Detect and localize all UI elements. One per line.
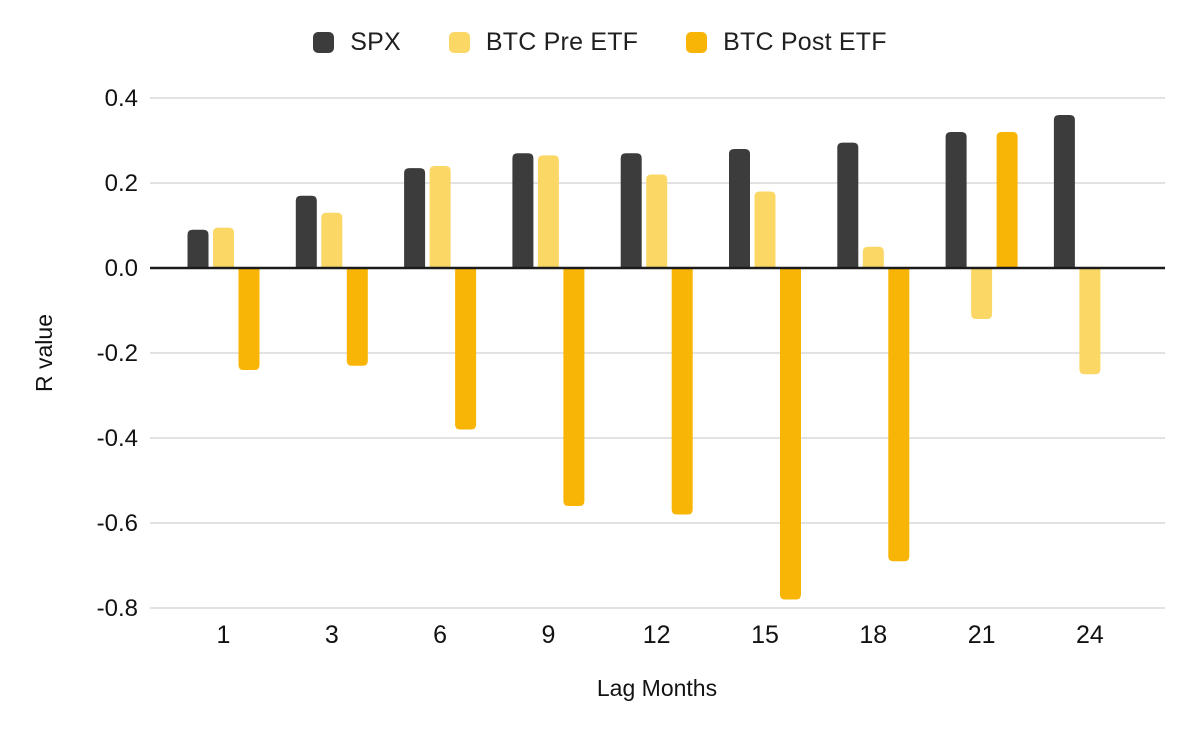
legend-item-btc-pre-etf: BTC Pre ETF bbox=[448, 28, 639, 57]
x-tick-label: 24 bbox=[1076, 621, 1104, 649]
axis-tick-labels: 0.4 0.2 0.0 -0.2 -0.4 -0.6 -0.8 1 3 6 9 12 15 18 21 24 bbox=[97, 85, 1104, 649]
bar bbox=[238, 268, 260, 370]
bar bbox=[837, 142, 859, 268]
y-tick-label: -0.4 bbox=[97, 425, 138, 452]
bars bbox=[187, 115, 1101, 600]
bar bbox=[429, 166, 451, 268]
bar bbox=[187, 229, 209, 268]
bar bbox=[1079, 268, 1101, 375]
bar bbox=[996, 132, 1018, 268]
y-tick-label: -0.6 bbox=[97, 510, 138, 537]
bar bbox=[862, 246, 884, 268]
x-tick-label: 12 bbox=[643, 621, 671, 649]
bar bbox=[455, 268, 477, 430]
bar bbox=[646, 174, 668, 268]
bar bbox=[671, 268, 693, 515]
bar bbox=[754, 191, 776, 268]
x-tick-label: 21 bbox=[968, 621, 996, 649]
bar bbox=[729, 149, 750, 268]
bar bbox=[780, 268, 801, 600]
bar bbox=[620, 153, 642, 268]
y-tick-label: 0.0 bbox=[105, 255, 138, 282]
y-tick-label: -0.2 bbox=[97, 340, 138, 367]
y-axis-title: R value bbox=[31, 314, 57, 392]
bar bbox=[888, 268, 910, 562]
legend-swatch-spx bbox=[313, 32, 335, 53]
legend: SPX BTC Pre ETF BTC Post ETF bbox=[0, 28, 1200, 57]
x-tick-label: 6 bbox=[433, 621, 447, 649]
legend-swatch-btc-post-etf bbox=[686, 32, 708, 53]
bar bbox=[945, 132, 967, 268]
legend-swatch-btc-pre-etf bbox=[448, 32, 470, 53]
y-tick-label: 0.2 bbox=[105, 170, 138, 197]
bar bbox=[404, 168, 426, 268]
x-tick-label: 3 bbox=[325, 621, 339, 649]
legend-item-btc-post-etf: BTC Post ETF bbox=[686, 28, 887, 57]
x-axis-title: Lag Months bbox=[597, 675, 717, 701]
x-tick-label: 1 bbox=[217, 621, 231, 649]
legend-label-btc-pre-etf: BTC Pre ETF bbox=[485, 28, 639, 56]
legend-label-spx: SPX bbox=[350, 28, 401, 56]
x-tick-label: 18 bbox=[859, 621, 887, 649]
y-tick-label: -0.8 bbox=[97, 595, 138, 622]
gridlines bbox=[150, 97, 1165, 609]
x-tick-label: 9 bbox=[541, 621, 555, 649]
bar bbox=[1053, 115, 1075, 268]
bar bbox=[213, 227, 234, 268]
bar bbox=[563, 268, 585, 506]
bar bbox=[971, 268, 993, 319]
legend-item-spx: SPX bbox=[313, 28, 401, 57]
legend-label-btc-post-etf: BTC Post ETF bbox=[723, 28, 887, 56]
x-tick-label: 15 bbox=[751, 621, 779, 649]
y-tick-label: 0.4 bbox=[105, 85, 138, 112]
bar bbox=[346, 268, 368, 366]
bar bbox=[321, 212, 343, 268]
bar bbox=[512, 153, 534, 268]
bar bbox=[295, 195, 317, 268]
bar bbox=[537, 155, 559, 268]
